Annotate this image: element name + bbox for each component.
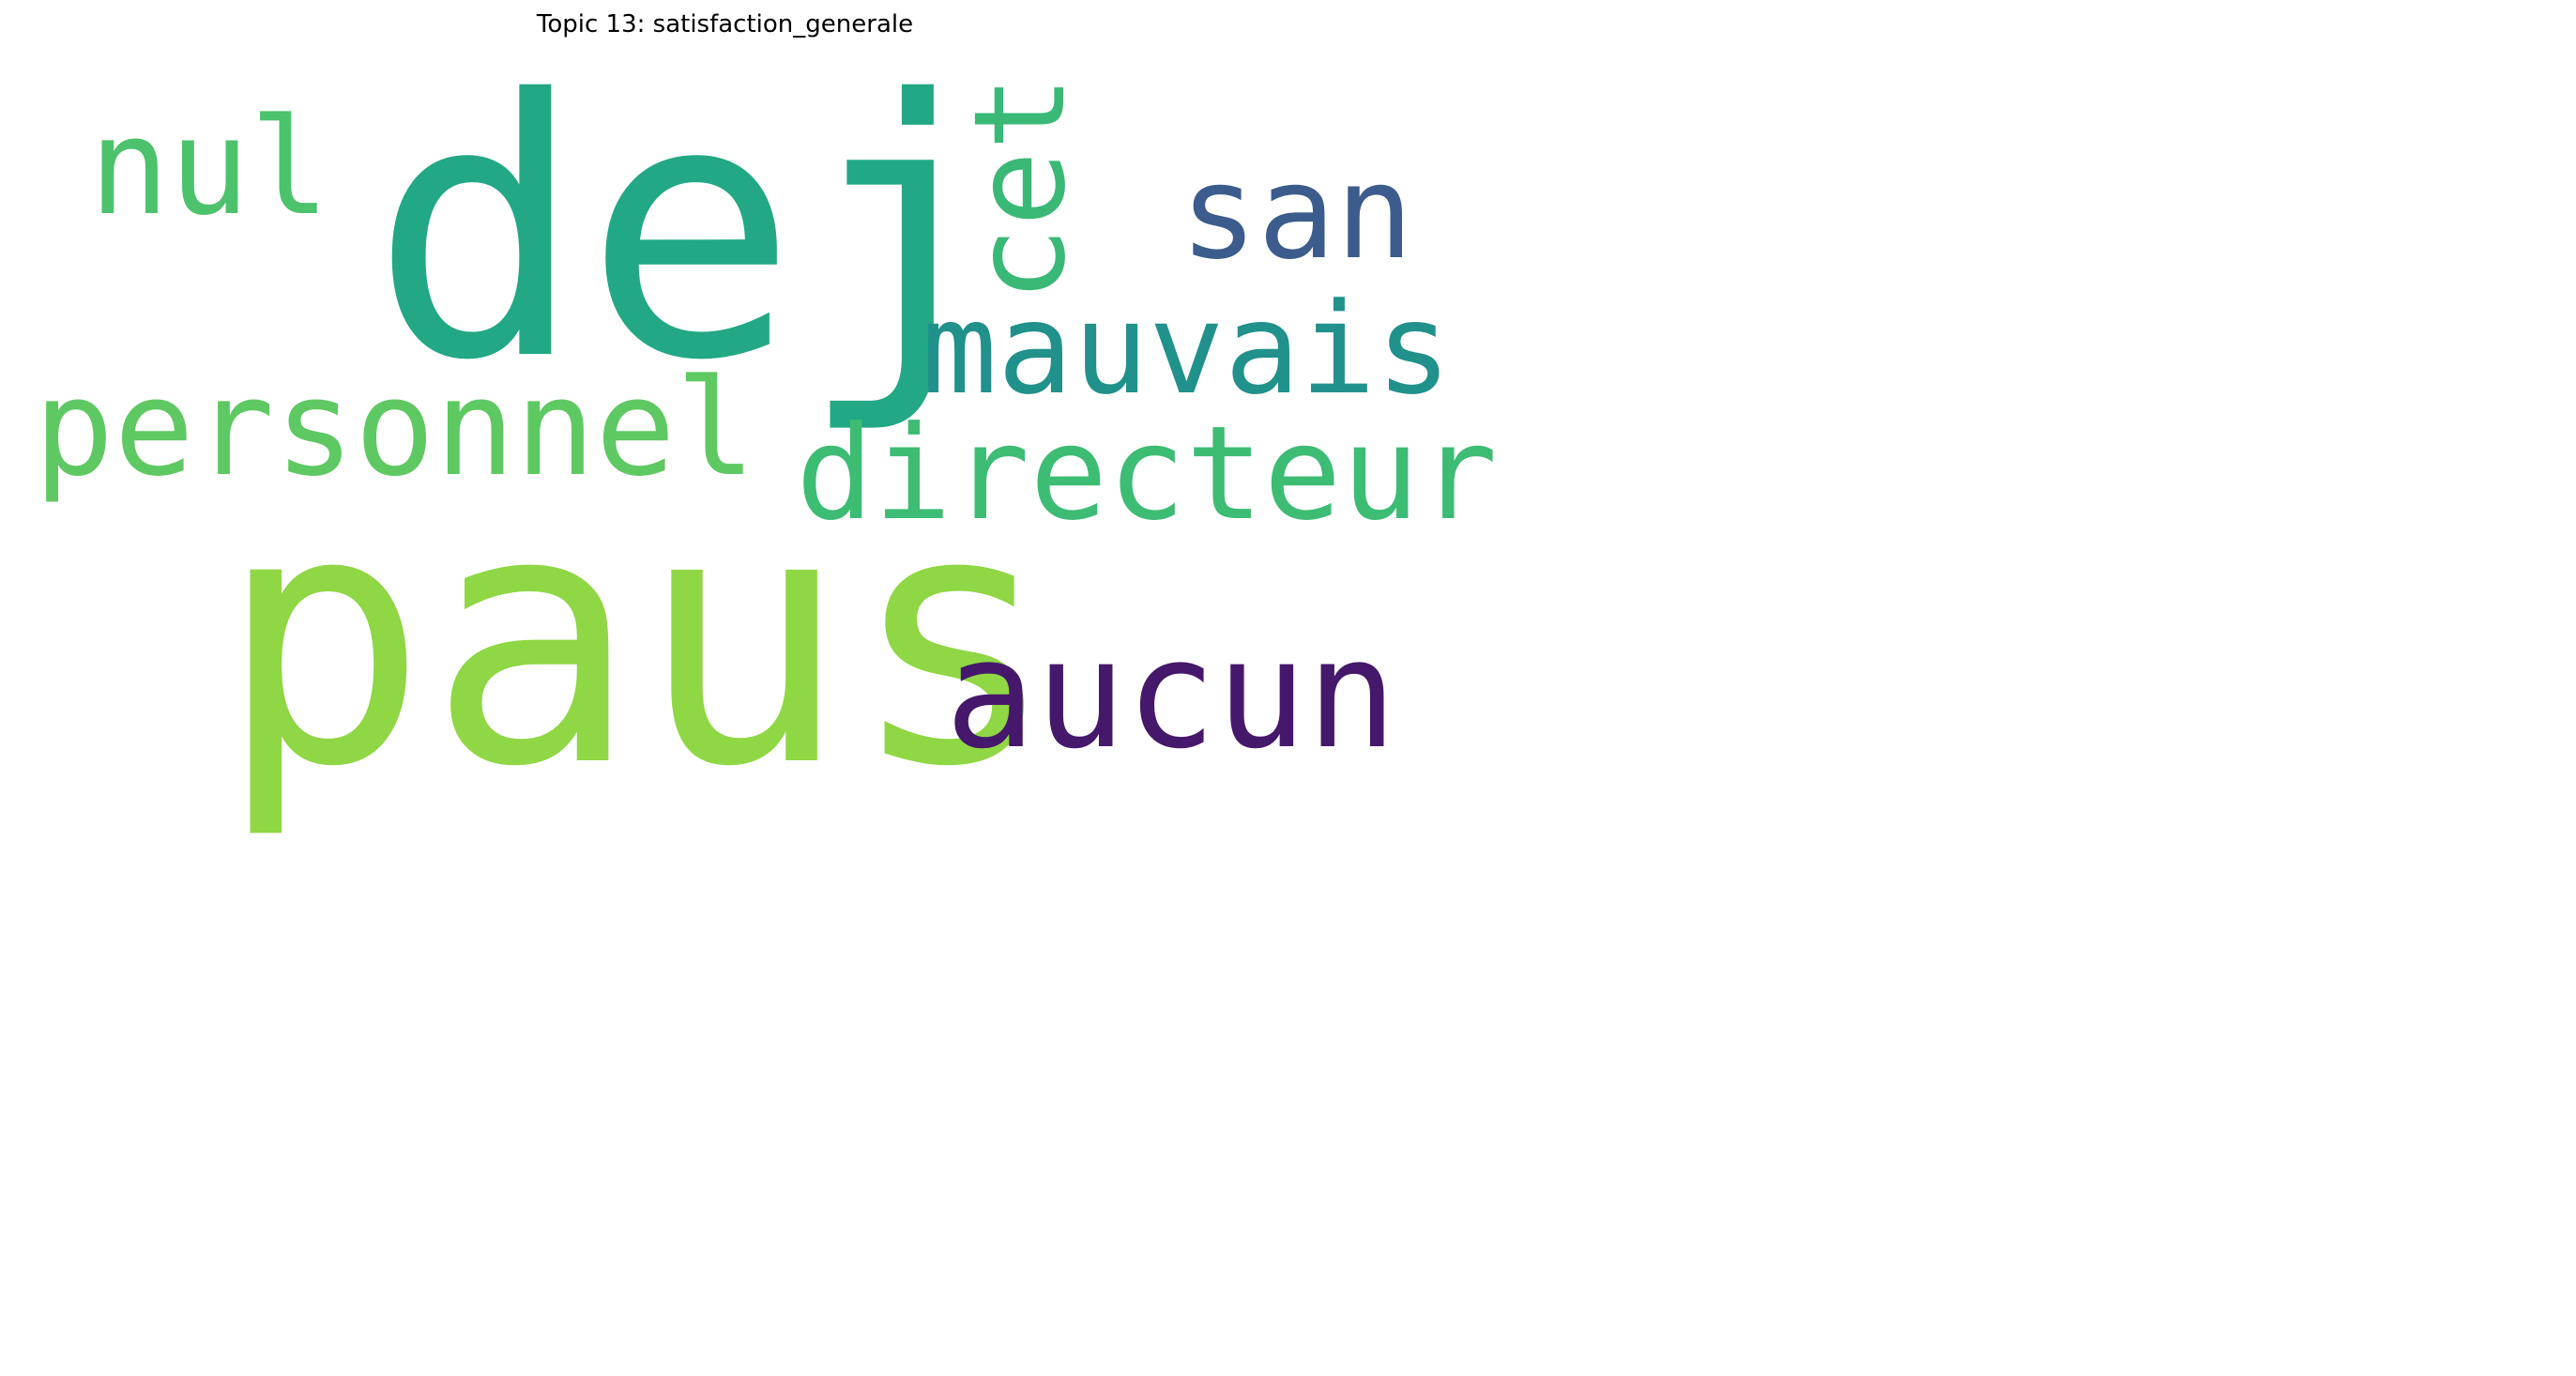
word-directeur: directeur bbox=[796, 398, 1498, 549]
figure-title: Topic 13: satisfaction_generale bbox=[536, 10, 914, 38]
word-nul: nul bbox=[89, 90, 330, 245]
word-aucun: aucun bbox=[945, 606, 1397, 782]
word-dej: dej bbox=[371, 25, 1012, 438]
word-paus: paus bbox=[218, 436, 1059, 843]
word-cloud: dej paus personnel directeur mauvais auc… bbox=[0, 0, 1498, 815]
word-mauvais: mauvais bbox=[922, 276, 1452, 422]
word-personnel: personnel bbox=[34, 351, 756, 506]
word-cet: cet bbox=[947, 74, 1093, 302]
word-san: san bbox=[1180, 137, 1414, 288]
